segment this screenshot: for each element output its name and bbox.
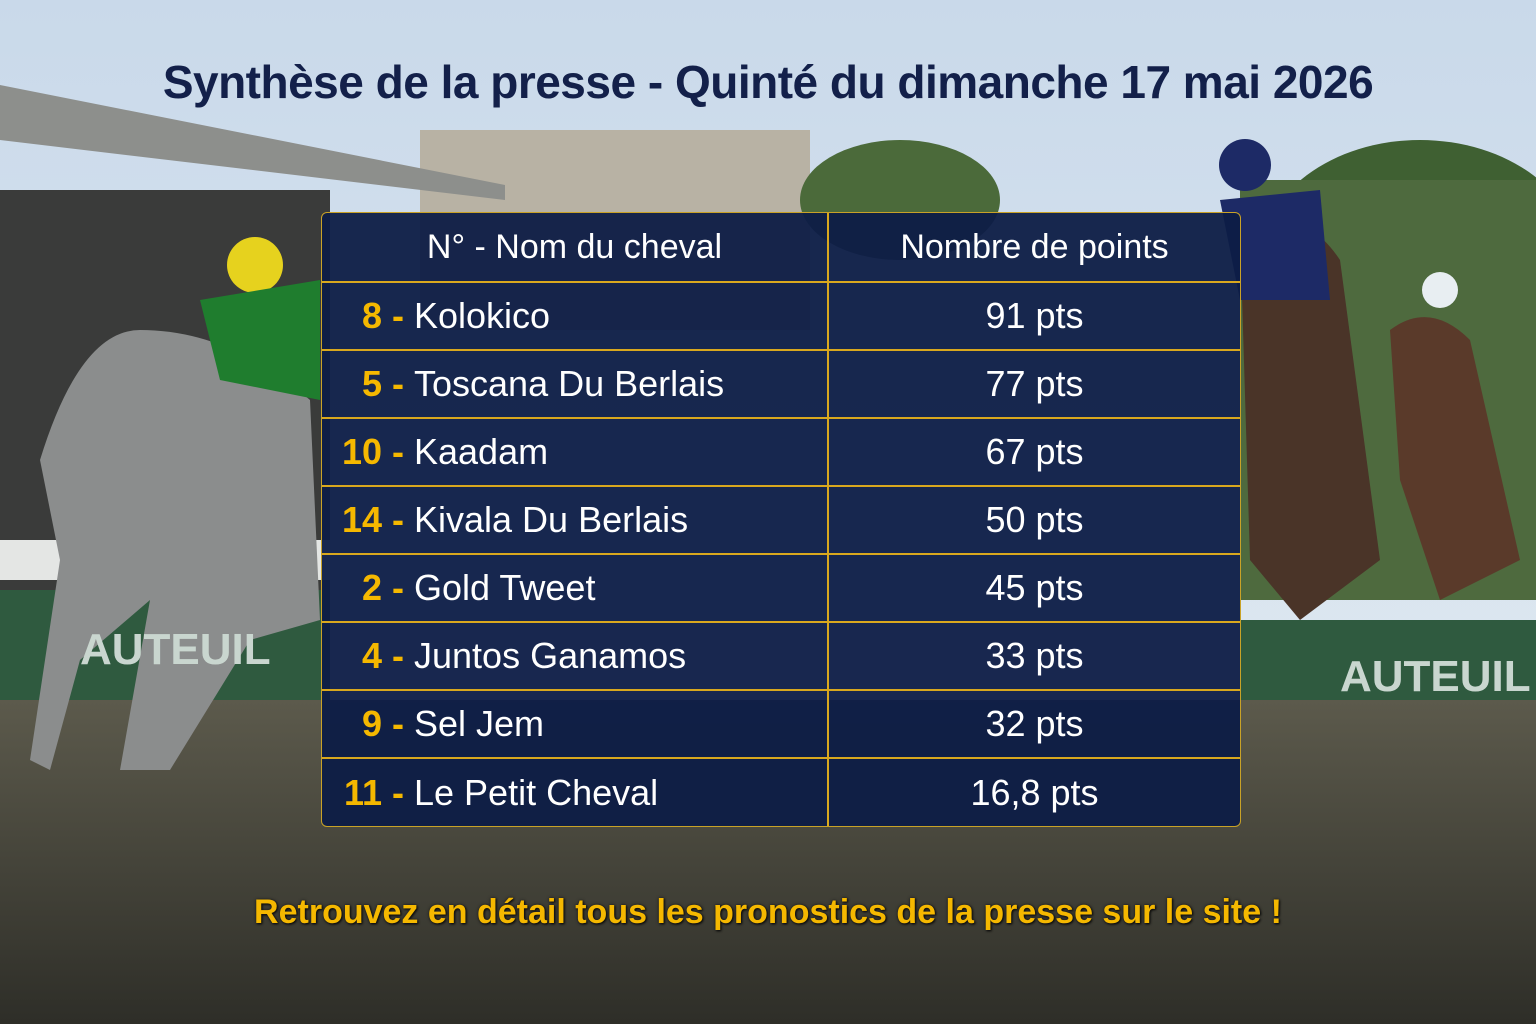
- horse-name: Kivala Du Berlais: [414, 499, 689, 540]
- points-cell: 32 pts: [985, 703, 1084, 744]
- points-cell: 67 pts: [985, 431, 1084, 472]
- horse-name: Kolokico: [414, 295, 551, 336]
- horse-name: Juntos Ganamos: [414, 635, 687, 676]
- sign-text: AUTEUIL: [1340, 652, 1531, 701]
- footer-text: Retrouvez en détail tous les pronostics …: [254, 893, 1282, 931]
- horse-cell: 14 - Kivala Du Berlais: [322, 487, 829, 553]
- horse-cell: 4 - Juntos Ganamos: [322, 623, 829, 689]
- column-header: N° - Nom du cheval: [322, 213, 829, 281]
- horse-cell: 8 - Kolokico: [322, 283, 829, 349]
- horse-name: Gold Tweet: [414, 567, 596, 608]
- title: Synthèse de la presse - Quinté du dimanc…: [162, 56, 1374, 108]
- horse-cell: 11 - Le Petit Cheval: [322, 759, 829, 826]
- horse-cell: 2 - Gold Tweet: [322, 555, 829, 621]
- points-cell: 50 pts: [985, 499, 1084, 540]
- horse-cell: 5 - Toscana Du Berlais: [322, 351, 829, 417]
- horse-number: 5 -: [361, 363, 404, 404]
- horse-number: 4 -: [361, 635, 404, 676]
- horse-number: 9 -: [361, 703, 404, 744]
- table-row: 5 - Toscana Du Berlais 77 pts: [322, 351, 1240, 419]
- horse-number: 2 -: [361, 567, 404, 608]
- horse-number: 14 -: [341, 499, 404, 540]
- horse-name: Le Petit Cheval: [414, 772, 659, 813]
- horse-name: Kaadam: [414, 431, 549, 472]
- table-row: 8 - Kolokico 91 pts: [322, 283, 1240, 351]
- points-cell: 45 pts: [985, 567, 1084, 608]
- table-row: 11 - Le Petit Cheval 16,8 pts: [322, 759, 1240, 826]
- horse-name: Sel Jem: [414, 703, 545, 744]
- table-row: 2 - Gold Tweet 45 pts: [322, 555, 1240, 623]
- ranking-table: N° - Nom du cheval Nombre de points 8 -K…: [321, 212, 1241, 827]
- points-cell: 91 pts: [985, 295, 1084, 336]
- points-cell: 33 pts: [985, 635, 1084, 676]
- horse-number: 10 -: [341, 431, 404, 472]
- table-header: N° - Nom du cheval Nombre de points: [322, 213, 1240, 283]
- points-cell: 16,8 pts: [970, 772, 1099, 813]
- sign-text: AUTEUIL: [80, 625, 271, 674]
- horse-cell: 9 - Sel Jem: [322, 691, 829, 757]
- column-header: Nombre de points: [900, 227, 1169, 266]
- table-row: 9 - Sel Jem 32 pts: [322, 691, 1240, 759]
- table-row: 14 - Kivala Du Berlais 50 pts: [322, 487, 1240, 555]
- horse-name: Toscana Du Berlais: [414, 363, 725, 404]
- horse-number: 8 -: [361, 295, 404, 336]
- table-row: 10 - Kaadam 67 pts: [322, 419, 1240, 487]
- points-cell: 77 pts: [985, 363, 1084, 404]
- table-row: 4 - Juntos Ganamos 33 pts: [322, 623, 1240, 691]
- horse-number: 11 -: [343, 772, 404, 813]
- horse-cell: 10 - Kaadam: [322, 419, 829, 485]
